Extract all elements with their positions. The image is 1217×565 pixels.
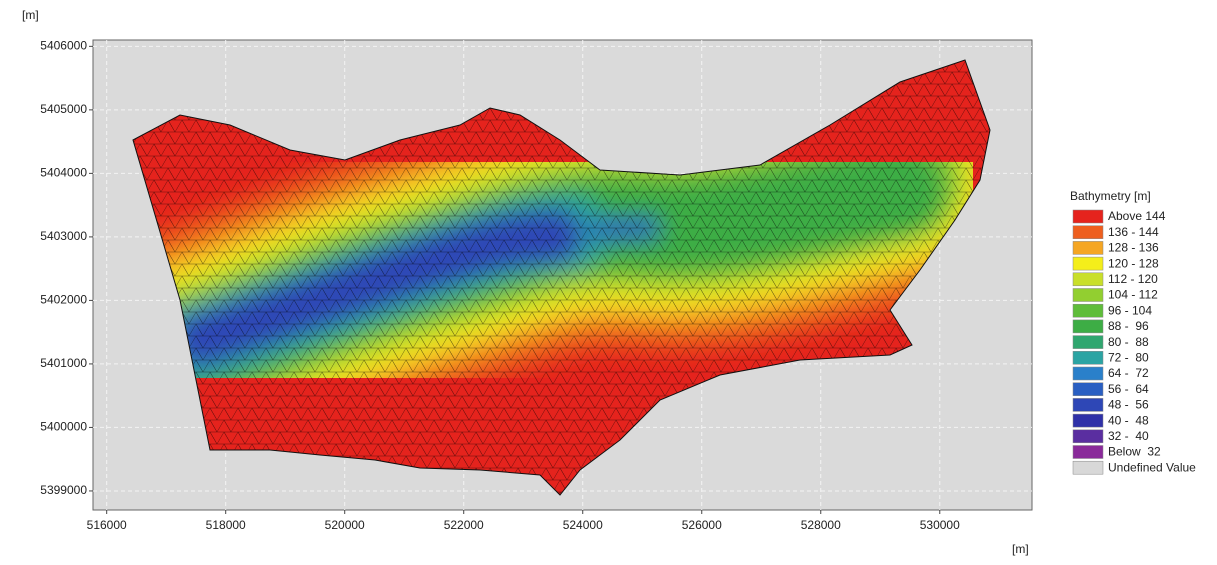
x-tick-label: 530000: [920, 518, 960, 532]
legend-label: Below 32: [1108, 445, 1161, 459]
x-tick-label: 526000: [682, 518, 722, 532]
y-tick-label: 5406000: [40, 39, 87, 53]
legend-label: 88 - 96: [1108, 319, 1149, 333]
y-tick-label: 5402000: [40, 293, 87, 307]
legend-swatch: [1073, 304, 1103, 317]
legend-swatch: [1073, 226, 1103, 239]
legend-swatch: [1073, 383, 1103, 396]
x-tick-label: 528000: [801, 518, 841, 532]
legend-swatch: [1073, 289, 1103, 302]
y-tick-label: 5399000: [40, 483, 87, 497]
x-tick-label: 516000: [87, 518, 127, 532]
legend-label: 120 - 128: [1108, 256, 1159, 270]
x-tick-label: 522000: [444, 518, 484, 532]
x-tick-label: 524000: [563, 518, 603, 532]
legend-label: 72 - 80: [1108, 350, 1149, 364]
y-tick-label: 5400000: [40, 420, 87, 434]
legend-label: 112 - 120: [1108, 272, 1158, 286]
y-tick-label: 5405000: [40, 102, 87, 116]
legend-label: 136 - 144: [1108, 225, 1159, 239]
legend-swatch: [1073, 461, 1103, 474]
legend-swatch: [1073, 336, 1103, 349]
legend-swatch: [1073, 446, 1103, 459]
legend-label: 128 - 136: [1108, 241, 1159, 255]
x-tick-label: 520000: [325, 518, 365, 532]
legend-swatch: [1073, 241, 1103, 254]
legend: Bathymetry [m] Above 144 136 - 144 128 - 13…: [1070, 189, 1196, 474]
legend-label: 56 - 64: [1108, 382, 1149, 396]
y-tick-label: 5403000: [40, 229, 87, 243]
legend-label: 32 - 40: [1108, 429, 1149, 443]
legend-swatch: [1073, 320, 1103, 333]
x-axis-label: [m]: [1012, 542, 1029, 556]
legend-swatch: [1073, 210, 1103, 223]
legend-label: 64 - 72: [1108, 366, 1149, 380]
legend-label: 48 - 56: [1108, 398, 1149, 412]
legend-label: Undefined Value: [1108, 460, 1196, 474]
legend-label: 80 - 88: [1108, 335, 1149, 349]
y-tick-label: 5401000: [40, 356, 87, 370]
y-axis-label: [m]: [22, 8, 39, 22]
legend-swatch: [1073, 367, 1103, 380]
legend-label: Above 144: [1108, 209, 1166, 223]
legend-label: 104 - 112: [1108, 288, 1158, 302]
legend-swatch: [1073, 257, 1103, 270]
legend-title: Bathymetry [m]: [1070, 189, 1151, 203]
x-tick-label: 518000: [206, 518, 246, 532]
legend-label: 40 - 48: [1108, 413, 1149, 427]
chart: [m] [m] Bathymetry [m] Above 144 136 - 144…: [0, 0, 1217, 560]
legend-label: 96 - 104: [1108, 303, 1152, 317]
legend-swatch: [1073, 430, 1103, 443]
legend-swatch: [1073, 398, 1103, 411]
legend-swatch: [1073, 414, 1103, 427]
y-tick-label: 5404000: [40, 166, 87, 180]
legend-swatch: [1073, 351, 1103, 364]
legend-swatch: [1073, 273, 1103, 286]
